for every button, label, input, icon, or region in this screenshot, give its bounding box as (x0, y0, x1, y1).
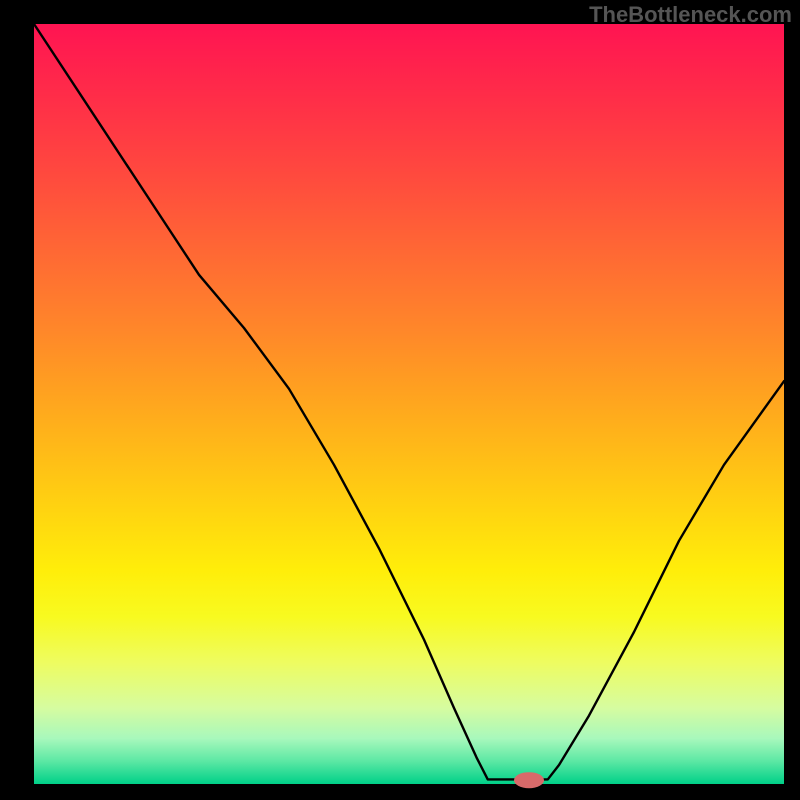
chart-gradient-background (34, 24, 784, 784)
bottleneck-chart (0, 0, 800, 800)
optimal-point-marker (514, 772, 544, 788)
watermark-text: TheBottleneck.com (589, 2, 792, 28)
